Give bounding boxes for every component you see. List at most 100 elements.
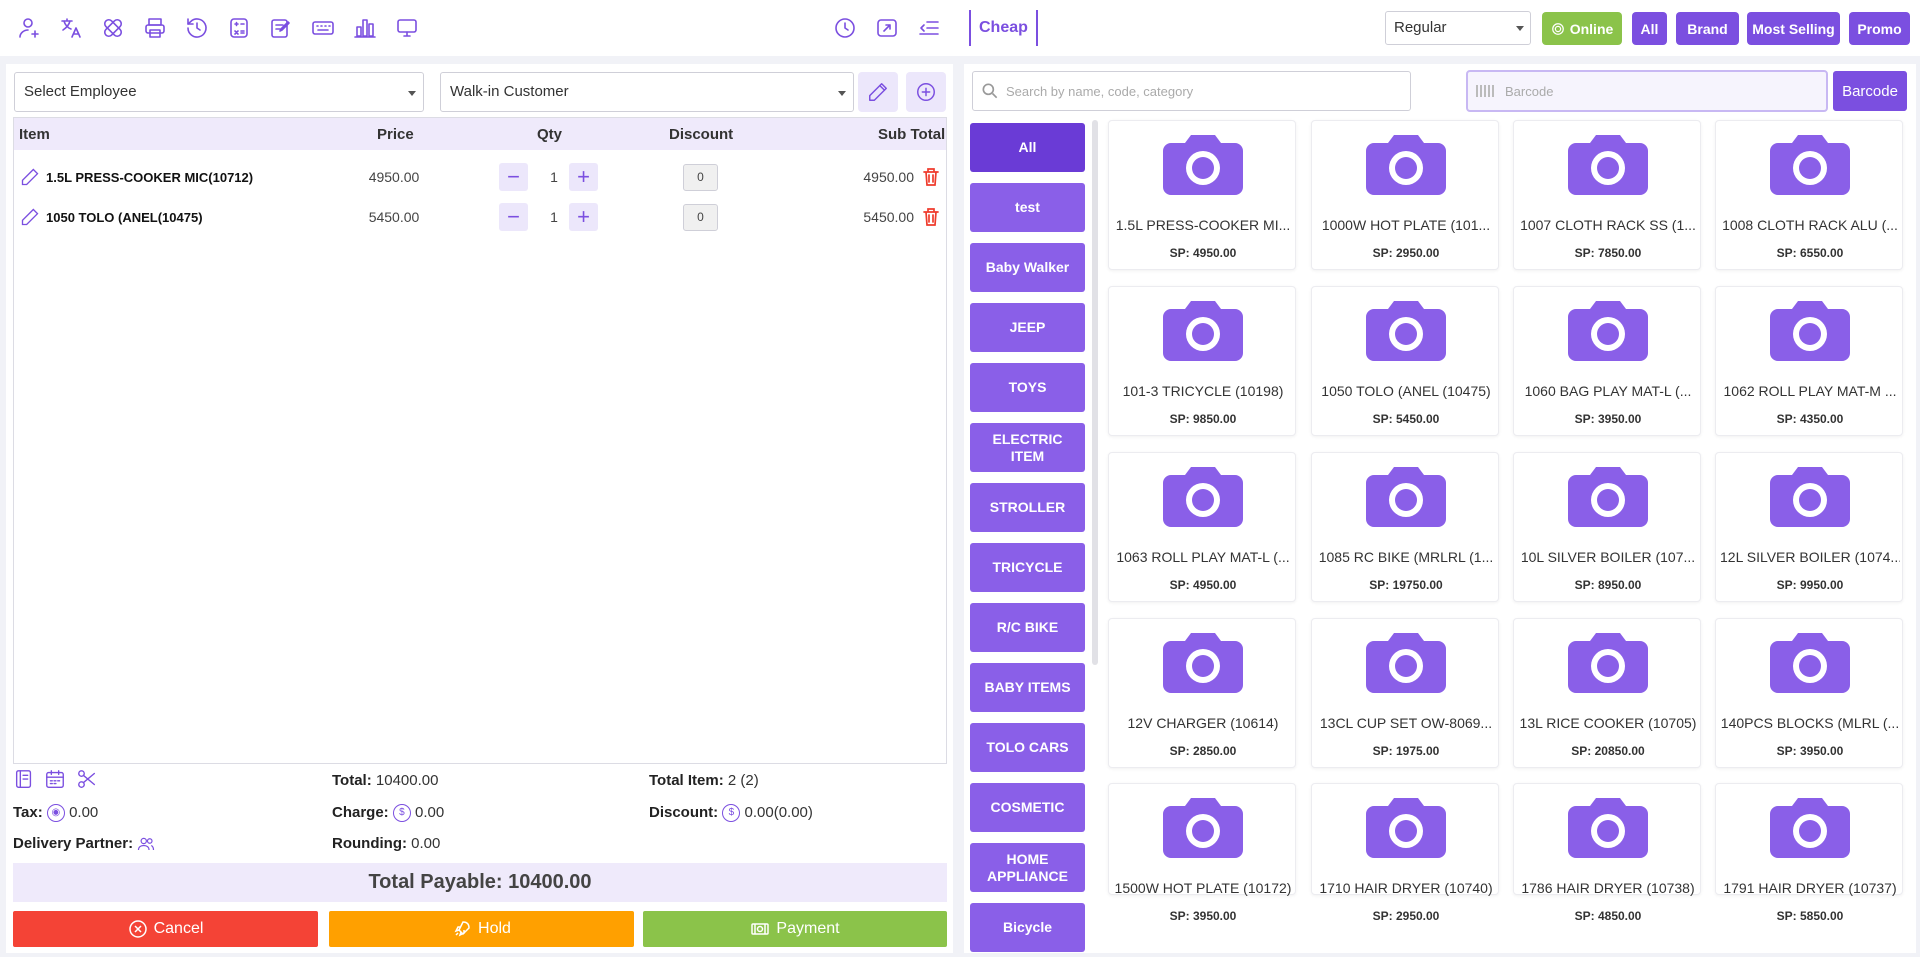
dollar-icon[interactable]: $ <box>722 804 741 823</box>
product-card[interactable]: 1062 ROLL PLAY MAT-M ... SP: 4350.00 <box>1715 286 1903 436</box>
column-price: Price <box>377 126 414 143</box>
increase-qty-button[interactable]: + <box>569 163 598 191</box>
edit-item-icon[interactable] <box>20 167 40 187</box>
category-electric-item[interactable]: ELECTRIC ITEM <box>970 423 1085 472</box>
pencil-icon <box>869 83 887 101</box>
increase-qty-button[interactable]: + <box>569 203 598 231</box>
category-baby-walker[interactable]: Baby Walker <box>970 243 1085 292</box>
product-name: 13CL CUP SET OW-8069... <box>1319 715 1493 731</box>
eye-icon[interactable]: ◉ <box>46 804 65 823</box>
employee-select[interactable]: Select Employee <box>14 72 424 112</box>
product-card[interactable]: 13CL CUP SET OW-8069... SP: 1975.00 <box>1311 618 1499 768</box>
fullscreen-icon[interactable] <box>874 15 900 41</box>
cheap-label[interactable]: Cheap <box>969 10 1038 46</box>
category-cosmetic[interactable]: COSMETIC <box>970 783 1085 832</box>
charge-label: Charge: <box>332 804 389 821</box>
barcode-input[interactable] <box>1502 72 1822 110</box>
cart-item-discount[interactable]: 0 <box>683 164 718 191</box>
cart-item-discount[interactable]: 0 <box>683 204 718 231</box>
scissors-icon[interactable] <box>76 768 98 790</box>
camera-icon <box>1163 299 1243 361</box>
globe-icon <box>1551 22 1564 35</box>
decrease-qty-button[interactable]: − <box>499 203 528 231</box>
product-card[interactable]: 1008 CLOTH RACK ALU (... SP: 6550.00 <box>1715 120 1903 270</box>
history-icon[interactable] <box>184 15 210 41</box>
edit-customer-button[interactable] <box>858 72 898 112</box>
category-tolo-cars[interactable]: TOLO CARS <box>970 723 1085 772</box>
product-card[interactable]: 1050 TOLO (ANEL (10475) SP: 5450.00 <box>1311 286 1499 436</box>
keyboard-icon[interactable] <box>310 15 336 41</box>
product-card[interactable]: 13L RICE COOKER (10705) SP: 20850.00 <box>1513 618 1701 768</box>
notebook-icon[interactable] <box>13 768 35 790</box>
rounding-value: 0.00 <box>411 835 441 852</box>
filter-promo-button[interactable]: Promo <box>1849 12 1910 45</box>
category-jeep[interactable]: JEEP <box>970 303 1085 352</box>
product-price: SP: 6550.00 <box>1776 246 1844 260</box>
decrease-qty-button[interactable]: − <box>499 163 528 191</box>
chevron-down-icon <box>1516 26 1524 31</box>
product-card[interactable]: 1786 HAIR DRYER (10738) SP: 4850.00 <box>1513 783 1701 923</box>
user-icon[interactable] <box>16 15 42 41</box>
cart-item-qty[interactable]: 1 <box>550 169 558 185</box>
trash-icon[interactable] <box>922 167 940 187</box>
product-card[interactable]: 1791 HAIR DRYER (10737) SP: 5850.00 <box>1715 783 1903 923</box>
product-card[interactable]: 1007 CLOTH RACK SS (1... SP: 7850.00 <box>1513 120 1701 270</box>
product-name: 1500W HOT PLATE (10172) <box>1114 880 1292 896</box>
category-home-appliance[interactable]: HOME APPLIANCE <box>970 843 1085 892</box>
category-test[interactable]: test <box>970 183 1085 232</box>
cart-item-subtotal: 4950.00 <box>863 169 914 185</box>
filter-brand-button[interactable]: Brand <box>1676 12 1739 45</box>
category-rc-bike[interactable]: R/C BIKE <box>970 603 1085 652</box>
online-button[interactable]: Online <box>1542 12 1622 45</box>
calculator-icon[interactable] <box>226 15 252 41</box>
category-stroller[interactable]: STROLLER <box>970 483 1085 532</box>
product-card[interactable]: 12V CHARGER (10614) SP: 2850.00 <box>1108 618 1296 768</box>
collapse-menu-icon[interactable] <box>916 15 942 41</box>
product-card[interactable]: 1060 BAG PLAY MAT-L (... SP: 3950.00 <box>1513 286 1701 436</box>
trash-icon[interactable] <box>922 207 940 227</box>
filter-most-selling-button[interactable]: Most Selling <box>1747 12 1840 45</box>
filter-all-button[interactable]: All <box>1632 12 1667 45</box>
search-input[interactable] <box>1003 72 1403 110</box>
bar-chart-icon[interactable] <box>352 15 378 41</box>
edit-note-icon[interactable] <box>268 15 294 41</box>
product-search[interactable] <box>972 71 1411 111</box>
product-card[interactable]: 1710 HAIR DRYER (10740) SP: 2950.00 <box>1311 783 1499 923</box>
product-card[interactable]: 1085 RC BIKE (MRLRL (1... SP: 19750.00 <box>1311 452 1499 602</box>
category-toys[interactable]: TOYS <box>970 363 1085 412</box>
clock-icon[interactable] <box>832 15 858 41</box>
category-bicycle[interactable]: Bicycle <box>970 903 1085 952</box>
product-card[interactable]: 1500W HOT PLATE (10172) SP: 3950.00 <box>1108 783 1296 923</box>
payment-button[interactable]: Payment <box>643 911 947 947</box>
category-scrollbar[interactable] <box>1092 120 1098 665</box>
bandage-icon[interactable] <box>100 15 126 41</box>
category-baby-items[interactable]: BABY ITEMS <box>970 663 1085 712</box>
product-card[interactable]: 10L SILVER BOILER (107... SP: 8950.00 <box>1513 452 1701 602</box>
barcode-field[interactable] <box>1466 70 1828 112</box>
category-tricycle[interactable]: TRICYCLE <box>970 543 1085 592</box>
product-card[interactable]: 12L SILVER BOILER (1074... SP: 9950.00 <box>1715 452 1903 602</box>
monitor-icon[interactable] <box>394 15 420 41</box>
product-card[interactable]: 101-3 TRICYCLE (10198) SP: 9850.00 <box>1108 286 1296 436</box>
translate-icon[interactable] <box>58 15 84 41</box>
hold-button[interactable]: Hold <box>329 911 634 947</box>
add-customer-button[interactable] <box>906 72 946 112</box>
discount-label: Discount: <box>649 804 719 821</box>
calendar-icon[interactable] <box>44 768 66 790</box>
pricing-select[interactable]: Regular <box>1385 11 1531 45</box>
edit-item-icon[interactable] <box>20 207 40 227</box>
cancel-button[interactable]: Cancel <box>13 911 318 947</box>
product-name: 101-3 TRICYCLE (10198) <box>1122 383 1284 399</box>
product-card[interactable]: 1000W HOT PLATE (101... SP: 2950.00 <box>1311 120 1499 270</box>
cart-item-name: 1050 TOLO (ANEL(10475) <box>46 210 203 225</box>
customer-select[interactable]: Walk-in Customer <box>440 72 854 112</box>
barcode-button[interactable]: Barcode <box>1833 71 1907 111</box>
printer-icon[interactable] <box>142 15 168 41</box>
cart-item-qty[interactable]: 1 <box>550 209 558 225</box>
category-all[interactable]: All <box>970 123 1085 172</box>
dollar-icon[interactable]: $ <box>392 804 411 823</box>
product-card[interactable]: 1.5L PRESS-COOKER MI... SP: 4950.00 <box>1108 120 1296 270</box>
product-card[interactable]: 1063 ROLL PLAY MAT-L (... SP: 4950.00 <box>1108 452 1296 602</box>
product-card[interactable]: 140PCS BLOCKS (MLRL (... SP: 3950.00 <box>1715 618 1903 768</box>
users-icon[interactable] <box>137 835 155 853</box>
